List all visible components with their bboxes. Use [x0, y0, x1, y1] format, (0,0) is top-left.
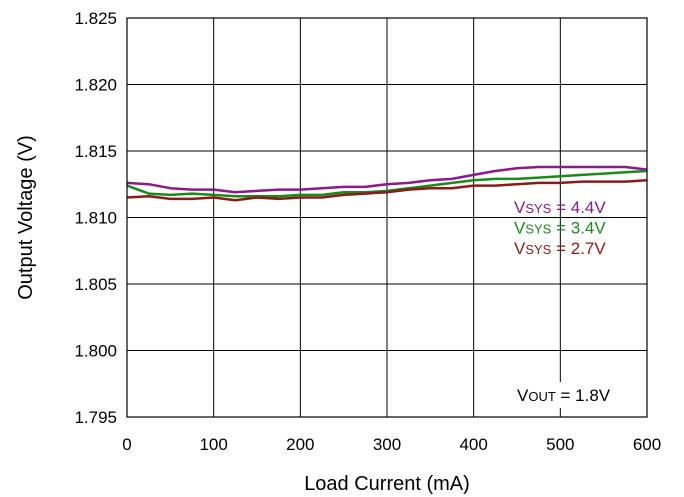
y-tick-labels: 1.795 1.800 1.805 1.810 1.815 1.820 1.825	[74, 9, 117, 427]
y-axis-label: Output Voltage (V)	[15, 135, 37, 300]
vout-annotation: VOUT = 1.8V	[517, 386, 611, 405]
plot-frame	[126, 17, 648, 418]
series-label-1: VSYS = 4.4V	[514, 198, 606, 217]
y-tick-label: 1.800	[74, 342, 117, 361]
series-line-3	[126, 179, 648, 202]
x-tick-label: 0	[122, 435, 131, 454]
series-label-2: VSYS = 3.4V	[514, 219, 606, 238]
x-tick-label: 200	[286, 435, 314, 454]
x-tick-labels: 0 100 200 300 400 500 600	[122, 435, 661, 454]
x-tick-label: 400	[459, 435, 487, 454]
y-tick-label: 1.825	[74, 9, 117, 28]
y-tick-label: 1.805	[74, 275, 117, 294]
x-axis-label: Load Current (mA)	[304, 473, 470, 495]
y-tick-label: 1.815	[74, 142, 117, 161]
x-tick-label: 600	[633, 435, 661, 454]
y-tick-label: 1.820	[74, 76, 117, 95]
series-label-3: VSYS = 2.7V	[514, 239, 606, 258]
y-tick-label: 1.810	[74, 209, 117, 228]
series-group	[126, 165, 648, 202]
series-line-1	[126, 165, 648, 194]
x-tick-label: 300	[373, 435, 401, 454]
y-tick-label: 1.795	[74, 408, 117, 427]
series-line-2	[126, 169, 648, 198]
x-tick-label: 100	[199, 435, 227, 454]
vout-annotation-background	[510, 382, 641, 408]
x-tick-label: 500	[546, 435, 574, 454]
